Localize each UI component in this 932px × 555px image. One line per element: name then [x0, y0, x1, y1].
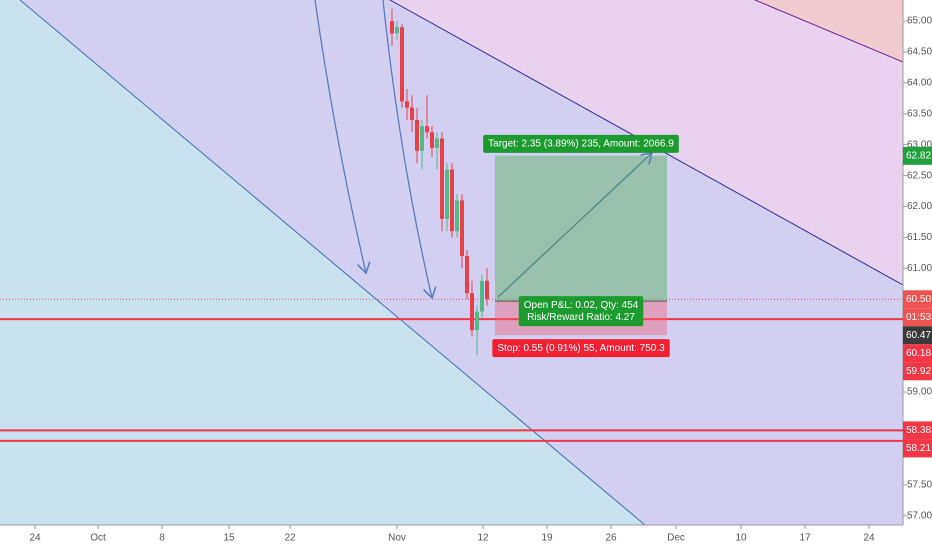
price-badge: [903, 344, 932, 363]
y-tick-label: 62.50: [907, 170, 932, 181]
price-badge-label: 60.50: [906, 294, 931, 305]
x-tick-label: 24: [863, 533, 875, 544]
candle-body: [405, 101, 409, 108]
x-tick-label: 19: [541, 533, 553, 544]
price-badge: [903, 421, 932, 440]
candle-body: [430, 132, 434, 148]
arrow: [314, 0, 366, 273]
candle-body: [470, 293, 474, 331]
lower-zone: [0, 0, 645, 525]
y-tick-label: 59.00: [907, 387, 932, 398]
trend-line: [754, 0, 904, 63]
x-tick-label: 12: [477, 533, 489, 544]
profit-zone: [495, 155, 667, 302]
y-tick-label: 61.00: [907, 263, 932, 274]
price-badge-label: 58.21: [906, 443, 931, 454]
candle-body: [390, 21, 394, 34]
y-tick-label: 57.00: [907, 510, 932, 521]
y-tick-label: 61.50: [907, 232, 932, 243]
candle-body: [420, 126, 424, 151]
candle-body: [460, 200, 464, 257]
x-tick-label: 24: [29, 533, 41, 544]
pnl-label-box: [518, 296, 644, 327]
time-axis: [0, 525, 932, 550]
x-tick-label: 26: [605, 533, 617, 544]
candle-body: [465, 256, 469, 294]
price-badge-label: 60.18: [906, 348, 931, 359]
price-badge: [903, 326, 932, 345]
candle-body: [455, 200, 459, 232]
y-tick-label: 64.50: [907, 47, 932, 58]
candle-body: [395, 27, 399, 34]
arrow: [497, 153, 652, 298]
y-tick-label: 64.00: [907, 78, 932, 89]
target-label-text: Target: 2.35 (3.89%) 235, Amount: 2066.9: [488, 138, 674, 149]
x-tick-label: 10: [735, 533, 747, 544]
stop-label-box: [492, 339, 670, 358]
countdown-badge: [903, 308, 932, 327]
x-tick-label: 8: [159, 533, 165, 544]
y-tick-label: 65.00: [907, 16, 932, 27]
x-tick-label: Oct: [90, 533, 106, 544]
price-badge-label: 60.47: [906, 330, 931, 341]
candle-body: [415, 119, 419, 151]
y-tick-label: 62.00: [907, 201, 932, 212]
y-tick-label: 63.50: [907, 108, 932, 119]
candle-body: [445, 169, 449, 219]
candle-body: [485, 280, 489, 300]
price-axis: [903, 0, 932, 550]
price-badge: [903, 362, 932, 381]
target-label-box: [483, 134, 679, 153]
x-tick-label: Nov: [388, 533, 406, 544]
stop-label-text: Stop: 0.55 (0.91%) 55, Amount: 750.3: [497, 343, 665, 354]
trend-line: [19, 0, 646, 526]
price-badge-label: 62.82: [906, 150, 931, 161]
arrow: [382, 0, 432, 298]
y-tick-label: 63.00: [907, 139, 932, 150]
pnl-label-text: Open P&L: 0.02, Qty: 454: [524, 300, 639, 311]
y-tick-label: 57.50: [907, 479, 932, 490]
candle-body: [475, 311, 479, 331]
pnl-label-text: Risk/Reward Ratio: 4.27: [527, 312, 635, 323]
candle-body: [440, 138, 444, 219]
x-tick-label: 17: [799, 533, 811, 544]
price-badge-label: 58.38: [906, 425, 931, 436]
x-tick-label: 22: [284, 533, 296, 544]
candle-body: [435, 138, 439, 148]
price-badge: [903, 439, 932, 458]
x-tick-label: 15: [223, 533, 235, 544]
candle-body: [400, 27, 404, 102]
price-badge: [903, 290, 932, 309]
candle-body: [410, 107, 414, 120]
candle-body: [450, 169, 454, 232]
target-label: Target: 2.35 (3.89%) 235, Amount: 2066.9: [483, 134, 679, 153]
stop-label: Stop: 0.55 (0.91%) 55, Amount: 750.3: [492, 339, 670, 358]
candle-body: [480, 280, 484, 312]
price-badge: [903, 146, 932, 165]
x-tick-label: Dec: [667, 533, 685, 544]
price-badge-label: 59.92: [906, 366, 931, 377]
candle-body: [425, 126, 429, 133]
countdown-label: 01:53:1: [906, 312, 932, 323]
